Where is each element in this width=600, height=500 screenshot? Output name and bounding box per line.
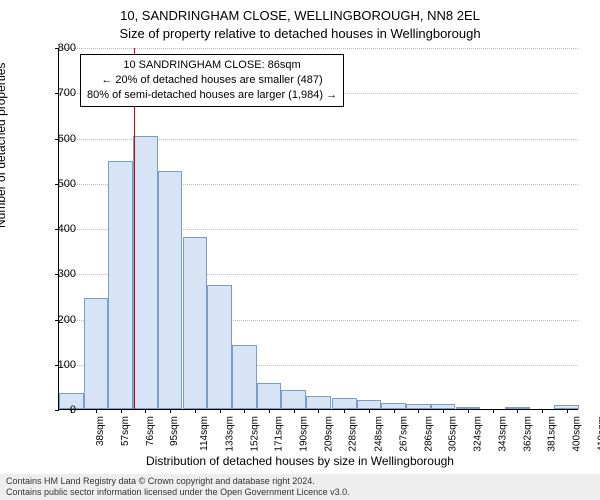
ytick-label: 400 (46, 223, 76, 235)
xtick-label: 190sqm (299, 416, 310, 452)
xtick-label: 171sqm (274, 416, 285, 452)
histogram-bar (108, 161, 133, 409)
ytick-label: 600 (46, 133, 76, 145)
ytick-label: 0 (46, 404, 76, 416)
ytick-label: 500 (46, 178, 76, 190)
ytick-label: 700 (46, 87, 76, 99)
xtick-mark (493, 409, 494, 413)
xtick-mark (443, 409, 444, 413)
histogram-bar (207, 285, 232, 409)
annotation-line: 10 SANDRINGHAM CLOSE: 86sqm (87, 58, 337, 73)
xtick-mark (567, 409, 568, 413)
ytick-label: 100 (46, 359, 76, 371)
xtick-label: 76sqm (145, 416, 156, 446)
histogram-bar (232, 345, 257, 409)
xtick-label: 419sqm (596, 416, 600, 452)
xtick-mark (369, 409, 370, 413)
xtick-label: 305sqm (448, 416, 459, 452)
xtick-mark (244, 409, 245, 413)
plot-area: 10 SANDRINGHAM CLOSE: 86sqm← 20% of deta… (58, 48, 578, 410)
ytick-label: 200 (46, 314, 76, 326)
xtick-mark (394, 409, 395, 413)
histogram-bar (84, 298, 109, 409)
annotation-line: ← 20% of detached houses are smaller (48… (87, 73, 337, 88)
xtick-mark (418, 409, 419, 413)
footer-line-1: Contains HM Land Registry data © Crown c… (6, 476, 594, 487)
xtick-label: 114sqm (199, 416, 210, 451)
xtick-label: 400sqm (572, 416, 583, 452)
footer-attribution: Contains HM Land Registry data © Crown c… (0, 474, 600, 500)
xtick-label: 362sqm (522, 416, 533, 452)
xtick-label: 324sqm (473, 416, 484, 452)
histogram-bar (183, 237, 208, 409)
xtick-label: 343sqm (497, 416, 508, 452)
xtick-label: 209sqm (323, 416, 334, 452)
xtick-mark (145, 409, 146, 413)
histogram-bar (281, 390, 306, 409)
ytick-label: 300 (46, 268, 76, 280)
xtick-mark (468, 409, 469, 413)
histogram-bar (357, 400, 382, 409)
footer-line-2: Contains public sector information licen… (6, 487, 594, 498)
chart-title-main: 10, SANDRINGHAM CLOSE, WELLINGBOROUGH, N… (0, 8, 600, 23)
annotation-line: 80% of semi-detached houses are larger (… (87, 88, 337, 103)
xtick-mark (96, 409, 97, 413)
gridline (59, 48, 578, 49)
xtick-mark (517, 409, 518, 413)
xtick-mark (542, 409, 543, 413)
xtick-label: 57sqm (120, 416, 131, 446)
xtick-label: 267sqm (399, 416, 410, 452)
xtick-mark (269, 409, 270, 413)
chart-title-sub: Size of property relative to detached ho… (0, 26, 600, 41)
annotation-box: 10 SANDRINGHAM CLOSE: 86sqm← 20% of deta… (80, 54, 344, 107)
xtick-label: 286sqm (423, 416, 434, 452)
xtick-mark (294, 409, 295, 413)
xtick-mark (121, 409, 122, 413)
xtick-label: 95sqm (169, 416, 180, 446)
xtick-label: 228sqm (348, 416, 359, 452)
xtick-label: 381sqm (547, 416, 558, 452)
x-axis-label: Distribution of detached houses by size … (0, 454, 600, 468)
histogram-bar (332, 398, 357, 409)
xtick-mark (318, 409, 319, 413)
xtick-label: 248sqm (374, 416, 385, 452)
y-axis-label: Number of detached properties (0, 63, 8, 228)
xtick-mark (220, 409, 221, 413)
histogram-bar (158, 171, 183, 409)
xtick-label: 133sqm (224, 416, 235, 452)
xtick-mark (344, 409, 345, 413)
xtick-mark (170, 409, 171, 413)
xtick-label: 38sqm (95, 416, 106, 446)
histogram-bar (257, 383, 282, 409)
ytick-label: 800 (46, 42, 76, 54)
histogram-bar (306, 396, 331, 409)
chart-container: 10, SANDRINGHAM CLOSE, WELLINGBOROUGH, N… (0, 0, 600, 500)
xtick-label: 152sqm (249, 416, 260, 452)
histogram-bar (133, 136, 158, 409)
xtick-mark (195, 409, 196, 413)
